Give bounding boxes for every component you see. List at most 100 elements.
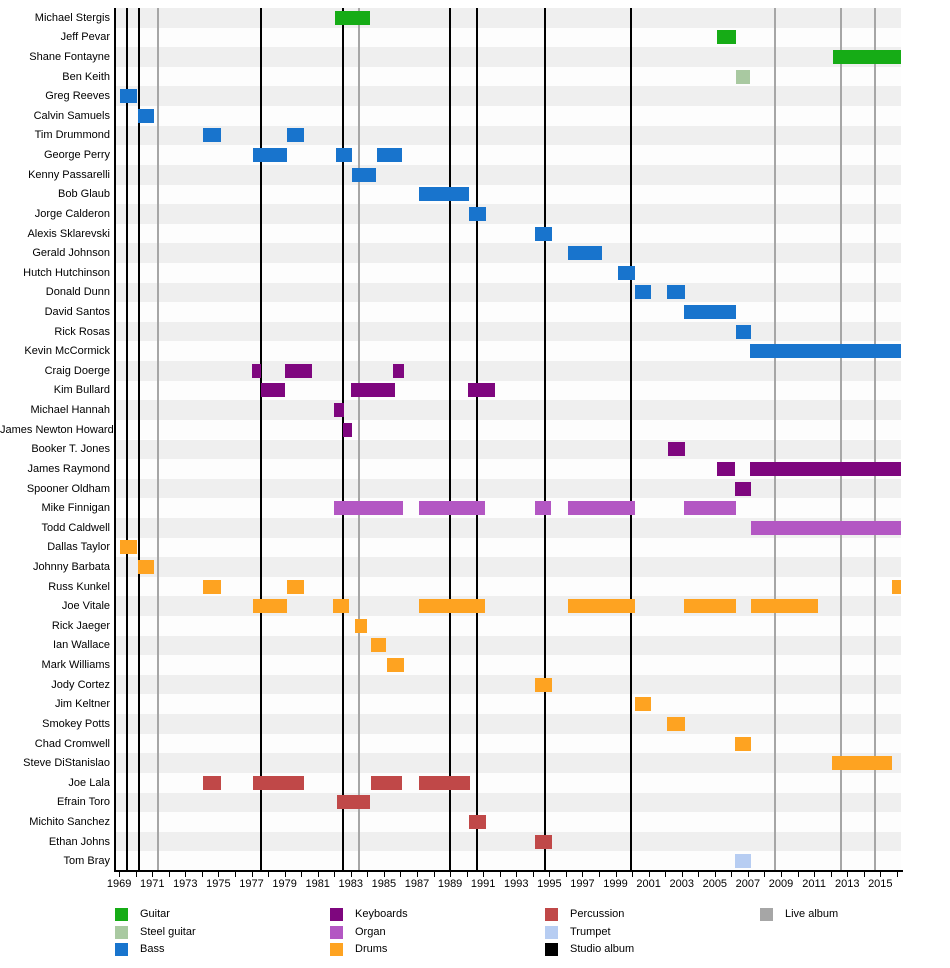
timeline-bar bbox=[287, 579, 304, 594]
timeline-bar bbox=[832, 756, 892, 771]
timeline-bar bbox=[253, 599, 288, 614]
x-axis-tick bbox=[135, 872, 137, 877]
timeline-bar bbox=[418, 775, 470, 790]
row-stripe bbox=[115, 27, 901, 48]
timeline-bar bbox=[285, 363, 312, 378]
x-axis-tick bbox=[681, 872, 683, 877]
timeline-bar bbox=[334, 501, 403, 516]
timeline-bar bbox=[891, 579, 901, 594]
row-stripe bbox=[115, 557, 901, 577]
member-label: Kevin McCormick bbox=[24, 345, 110, 358]
timeline-bar bbox=[751, 520, 901, 535]
x-axis-tick-label: 2013 bbox=[834, 878, 860, 890]
live-album-line bbox=[840, 8, 843, 871]
timeline-bar bbox=[253, 775, 304, 790]
studio-album-line bbox=[260, 8, 263, 871]
x-axis-tick bbox=[582, 872, 584, 877]
member-label: Russ Kunkel bbox=[48, 580, 110, 593]
x-axis-tick bbox=[781, 872, 783, 877]
timeline-bar bbox=[261, 383, 286, 398]
x-axis-tick bbox=[317, 872, 319, 877]
row-stripe bbox=[115, 341, 901, 362]
x-axis-tick bbox=[615, 872, 617, 877]
row-stripe bbox=[115, 498, 901, 518]
x-axis-tick-label: 2011 bbox=[802, 878, 826, 890]
timeline-bar bbox=[734, 854, 752, 869]
x-axis-tick-label: 2015 bbox=[868, 878, 893, 890]
row-stripe bbox=[115, 243, 901, 263]
timeline-bar bbox=[666, 285, 686, 300]
x-axis-tick bbox=[350, 872, 352, 877]
row-stripe bbox=[115, 517, 901, 538]
row-stripe bbox=[115, 674, 901, 695]
x-axis-tick bbox=[565, 872, 567, 877]
timeline-bar bbox=[336, 795, 370, 810]
timeline-bar bbox=[202, 775, 221, 790]
x-axis-tick bbox=[665, 872, 667, 877]
x-axis-tick-label: 1975 bbox=[206, 878, 231, 890]
timeline-bar bbox=[749, 344, 901, 359]
studio-album-line bbox=[630, 8, 633, 871]
row-stripe bbox=[115, 616, 901, 636]
timeline-bar bbox=[350, 383, 396, 398]
row-stripe bbox=[115, 812, 901, 832]
member-label: Jody Cortez bbox=[51, 678, 110, 691]
x-axis-tick bbox=[830, 872, 832, 877]
timeline-bar bbox=[252, 363, 261, 378]
legend-swatch-studio-album bbox=[545, 943, 558, 956]
timeline-bar bbox=[734, 481, 752, 496]
x-axis-tick-label: 2003 bbox=[669, 878, 694, 890]
member-label: Ian Wallace bbox=[52, 639, 110, 652]
timeline-bar bbox=[419, 187, 470, 202]
x-axis-tick-label: 2001 bbox=[636, 878, 661, 890]
row-stripe bbox=[115, 204, 901, 224]
timeline-bar bbox=[666, 716, 686, 731]
timeline-bar bbox=[833, 50, 901, 65]
timeline-bar bbox=[735, 69, 751, 84]
member-label: Greg Reeves bbox=[45, 90, 110, 103]
member-label: Efrain Toro bbox=[57, 796, 110, 809]
member-label: Chad Cromwell bbox=[34, 737, 110, 750]
x-axis-tick-label: 1979 bbox=[272, 878, 297, 890]
studio-album-line bbox=[476, 8, 479, 871]
row-stripe bbox=[115, 125, 901, 146]
member-label: Steve DiStanislao bbox=[23, 757, 110, 770]
member-label: Tom Bray bbox=[63, 855, 110, 868]
studio-album-line bbox=[342, 8, 345, 871]
timeline-bar bbox=[734, 736, 752, 751]
legend-label: Bass bbox=[140, 943, 165, 955]
timeline-bar bbox=[333, 599, 350, 614]
legend-label: Live album bbox=[785, 908, 839, 920]
timeline-bar bbox=[335, 10, 370, 25]
row-stripe bbox=[115, 753, 901, 773]
x-axis-tick-label: 1981 bbox=[305, 878, 330, 890]
timeline-bar bbox=[635, 285, 652, 300]
timeline-bar bbox=[334, 403, 345, 418]
timeline-bar bbox=[717, 30, 736, 45]
row-stripe bbox=[115, 459, 901, 479]
x-axis-tick-label: 1971 bbox=[139, 878, 165, 890]
studio-album-line bbox=[126, 8, 129, 871]
x-axis-tick bbox=[549, 872, 551, 877]
timeline-bar bbox=[567, 599, 636, 614]
timeline-bar bbox=[343, 422, 352, 437]
x-axis-tick bbox=[847, 872, 849, 877]
timeline-bar bbox=[392, 363, 404, 378]
member-label: Jorge Calderon bbox=[34, 207, 110, 220]
x-axis-tick bbox=[648, 872, 650, 877]
x-axis-tick-label: 1995 bbox=[537, 878, 562, 890]
row-stripe bbox=[115, 792, 901, 813]
timeline-bar bbox=[287, 128, 304, 143]
member-label: Gerald Johnson bbox=[32, 247, 110, 260]
member-label: Tim Drummond bbox=[34, 129, 110, 142]
member-label: Kenny Passarelli bbox=[28, 168, 110, 181]
row-stripe bbox=[115, 831, 901, 852]
legend-swatch-live-album bbox=[760, 908, 773, 921]
member-label: Craig Doerge bbox=[44, 364, 110, 377]
x-axis-tick bbox=[896, 872, 898, 877]
live-album-line bbox=[157, 8, 160, 871]
row-stripe bbox=[115, 8, 901, 28]
member-label: Alexis Sklarevski bbox=[27, 227, 110, 240]
timeline-bar bbox=[469, 206, 486, 221]
